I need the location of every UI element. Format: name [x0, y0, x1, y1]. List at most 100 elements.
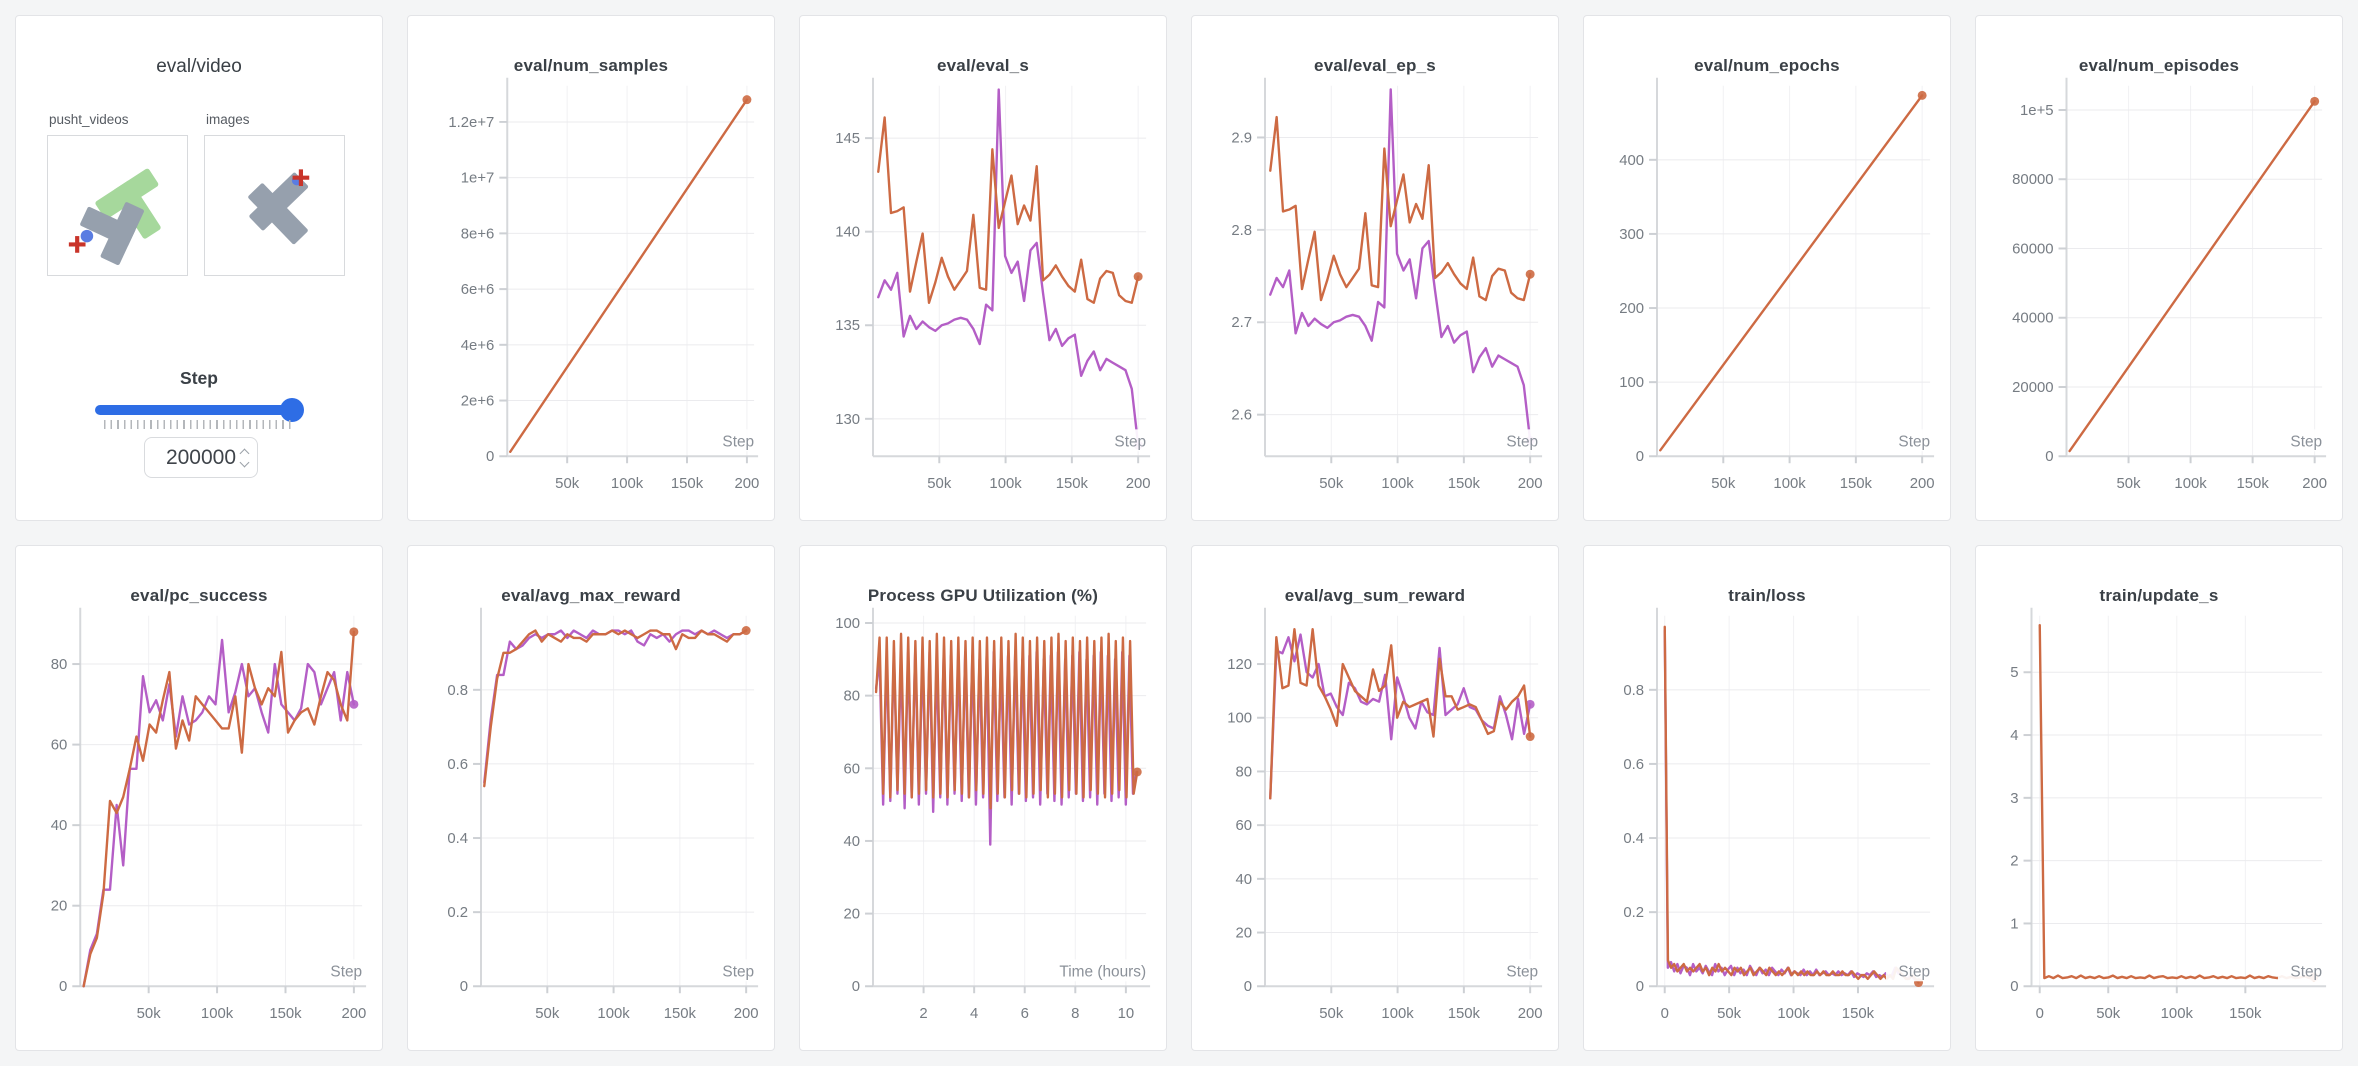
stepper-buttons[interactable] — [239, 438, 250, 477]
y-tick-label: 0.6 — [1623, 755, 1644, 772]
series-line-run-orange — [483, 628, 748, 787]
video-thumbnail-images[interactable] — [204, 135, 345, 276]
step-value: 200000 — [165, 445, 237, 469]
series-line-run-orange — [82, 630, 356, 987]
y-tick-label: 6e+6 — [461, 281, 495, 298]
chart-canvas[interactable]: Step 0 0.2 0.4 0.6 0.8 0 50k 100k 150k — [1584, 546, 1950, 1050]
x-tick-label: 150k — [1056, 475, 1089, 492]
y-tick-label: 0 — [2045, 448, 2053, 465]
chart-panel-eval-s: eval/eval_s Step 130 135 140 145 50k 100k 150k 2… — [799, 15, 1167, 521]
chart-title: eval/avg_max_reward — [501, 585, 681, 605]
x-tick-label: 0 — [1661, 1005, 1669, 1022]
x-tick-label: 10 — [1118, 1005, 1135, 1022]
chart-title: eval/avg_sum_reward — [1284, 585, 1466, 605]
step-slider[interactable] — [95, 398, 304, 422]
goal-cross-icon — [68, 236, 86, 253]
x-tick-label: 100k — [201, 1005, 234, 1022]
y-tick-label: 5 — [2010, 664, 2018, 681]
y-tick-label: 2.6 — [1231, 407, 1252, 424]
series-line-run-purple — [1269, 88, 1532, 442]
series-end-dot-run-orange — [742, 95, 752, 105]
y-tick-label: 0 — [460, 978, 468, 995]
chart-panel-num-epochs: eval/num_epochs Step 0 100 200 300 400 50k 100k… — [1583, 15, 1951, 521]
chart-title: train/update_s — [2099, 585, 2219, 605]
chart-canvas[interactable]: Step 0 2e+6 4e+6 6e+6 8e+6 1e+7 1.2e+7 50k 100k 15… — [408, 16, 774, 520]
y-tick-label: 100 — [1619, 374, 1644, 391]
y-tick-label: 1 — [2010, 915, 2018, 932]
chart-canvas[interactable]: Step 0 1 2 3 4 5 0 50k 100k 150k — [1976, 546, 2342, 1050]
y-tick-label: 0.8 — [1623, 681, 1644, 698]
y-tick-label: 100 — [1227, 709, 1252, 726]
series-end-dot-run-orange — [1133, 272, 1143, 282]
chart-title: eval/num_samples — [513, 56, 669, 75]
chart-canvas[interactable]: Step 0 20 40 60 80 50k 100k 150k 200 — [16, 546, 382, 1050]
chart-canvas[interactable]: Step 0 20 40 60 80 100 120 50k 100k 150k 200 — [1192, 546, 1558, 1050]
pusht-scene-icon — [68, 168, 161, 266]
y-tick-label: 0 — [1244, 978, 1252, 995]
x-tick-label: 4 — [970, 1005, 978, 1022]
y-tick-label: 40 — [1235, 870, 1252, 887]
y-tick-label: 80 — [51, 656, 68, 673]
chart-title: eval/eval_s — [936, 56, 1029, 75]
chart-panel-num-samples: eval/num_samples Step 0 2e+6 4e+6 6e+6 8e+6 1e… — [407, 15, 775, 521]
y-tick-label: 40 — [843, 832, 860, 849]
step-slider-ticks — [104, 420, 292, 429]
x-tick-label: 0 — [2036, 1005, 2044, 1022]
x-tick-label: 50k — [1319, 1005, 1344, 1022]
x-tick-label: 150k — [1448, 1005, 1481, 1022]
y-tick-label: 80 — [843, 687, 860, 704]
chart-canvas[interactable]: Time (hours) 0 20 40 60 80 100 2 4 6 8 10 — [800, 546, 1166, 1050]
y-tick-label: 80000 — [2012, 171, 2053, 188]
chart-canvas[interactable]: Step 130 135 140 145 50k 100k 150k 200 — [800, 16, 1166, 520]
x-tick-label: 100k — [597, 1005, 630, 1022]
y-tick-label: 200 — [1619, 300, 1644, 317]
series-end-dot-run-orange — [1132, 766, 1142, 776]
series-line-run-orange — [509, 98, 749, 453]
x-tick-label: 50k — [1711, 475, 1736, 492]
series-line-run-purple — [1269, 632, 1532, 799]
chart-panel-avg-max-reward: eval/avg_max_reward Step 0 0.2 0.4 0.6 0.8 50k… — [407, 544, 775, 1051]
y-tick-label: 0 — [486, 448, 494, 465]
x-tick-label: 150k — [2229, 1005, 2262, 1022]
chart-title: Process GPU Utilization (%) — [867, 585, 1099, 605]
y-tick-label: 120 — [1227, 656, 1252, 673]
video-thumb-label-pusht: pusht_videos — [49, 112, 129, 127]
y-tick-label: 40 — [51, 817, 68, 834]
chart-canvas[interactable]: Step 0 100 200 300 400 50k 100k 150k 200 — [1584, 16, 1950, 520]
series-end-dot-run-orange — [2310, 96, 2320, 106]
series-end-dot-run-orange — [1525, 731, 1535, 741]
x-tick-label: 200 — [1518, 475, 1543, 492]
x-tick-label: 150k — [1448, 475, 1481, 492]
chart-canvas[interactable]: Step 2.6 2.7 2.8 2.9 50k 100k 150k 200 — [1192, 16, 1558, 520]
step-slider-thumb[interactable] — [280, 398, 304, 422]
video-thumbnail-pusht[interactable] — [47, 135, 188, 276]
series-line-run-purple — [877, 88, 1140, 447]
x-tick-label: 50k — [1717, 1005, 1742, 1022]
agent-dot-icon — [80, 229, 94, 243]
chart-canvas[interactable]: Step 0 0.2 0.4 0.6 0.8 50k 100k 150k 200 — [408, 546, 774, 1050]
chart-title: train/loss — [1728, 585, 1806, 605]
y-tick-label: 8e+6 — [461, 225, 495, 242]
series-line-run-orange — [1659, 94, 1924, 452]
stepper-down-icon[interactable] — [239, 457, 250, 467]
video-panel: eval/video pusht_videos images — [15, 15, 383, 521]
chart-canvas[interactable]: Step 0 20000 40000 60000 80000 1e+5 50k 100k 150k… — [1976, 16, 2342, 520]
y-tick-label: 100 — [835, 614, 860, 631]
y-tick-label: 0 — [2010, 978, 2018, 995]
y-tick-label: 1e+5 — [2020, 102, 2054, 119]
step-number-input[interactable]: 200000 — [144, 437, 258, 478]
chart-panel-train-loss: train/loss Step 0 0.2 0.4 0.6 0.8 0 50k 100k 150k — [1583, 544, 1951, 1051]
x-tick-label: 150k — [1840, 475, 1873, 492]
y-tick-label: 4e+6 — [461, 337, 495, 354]
x-tick-label: 50k — [2096, 1005, 2121, 1022]
x-tick-label: 50k — [137, 1005, 162, 1022]
chart-title: eval/pc_success — [130, 585, 268, 605]
y-tick-label: 140 — [835, 224, 860, 241]
stepper-up-icon[interactable] — [239, 448, 250, 458]
y-tick-label: 145 — [835, 130, 860, 147]
chart-title: eval/eval_ep_s — [1314, 56, 1436, 75]
x-tick-label: 50k — [1319, 475, 1344, 492]
x-tick-label: 100k — [611, 475, 644, 492]
x-tick-label: 200 — [341, 1005, 366, 1022]
y-tick-label: 3 — [2010, 789, 2018, 806]
